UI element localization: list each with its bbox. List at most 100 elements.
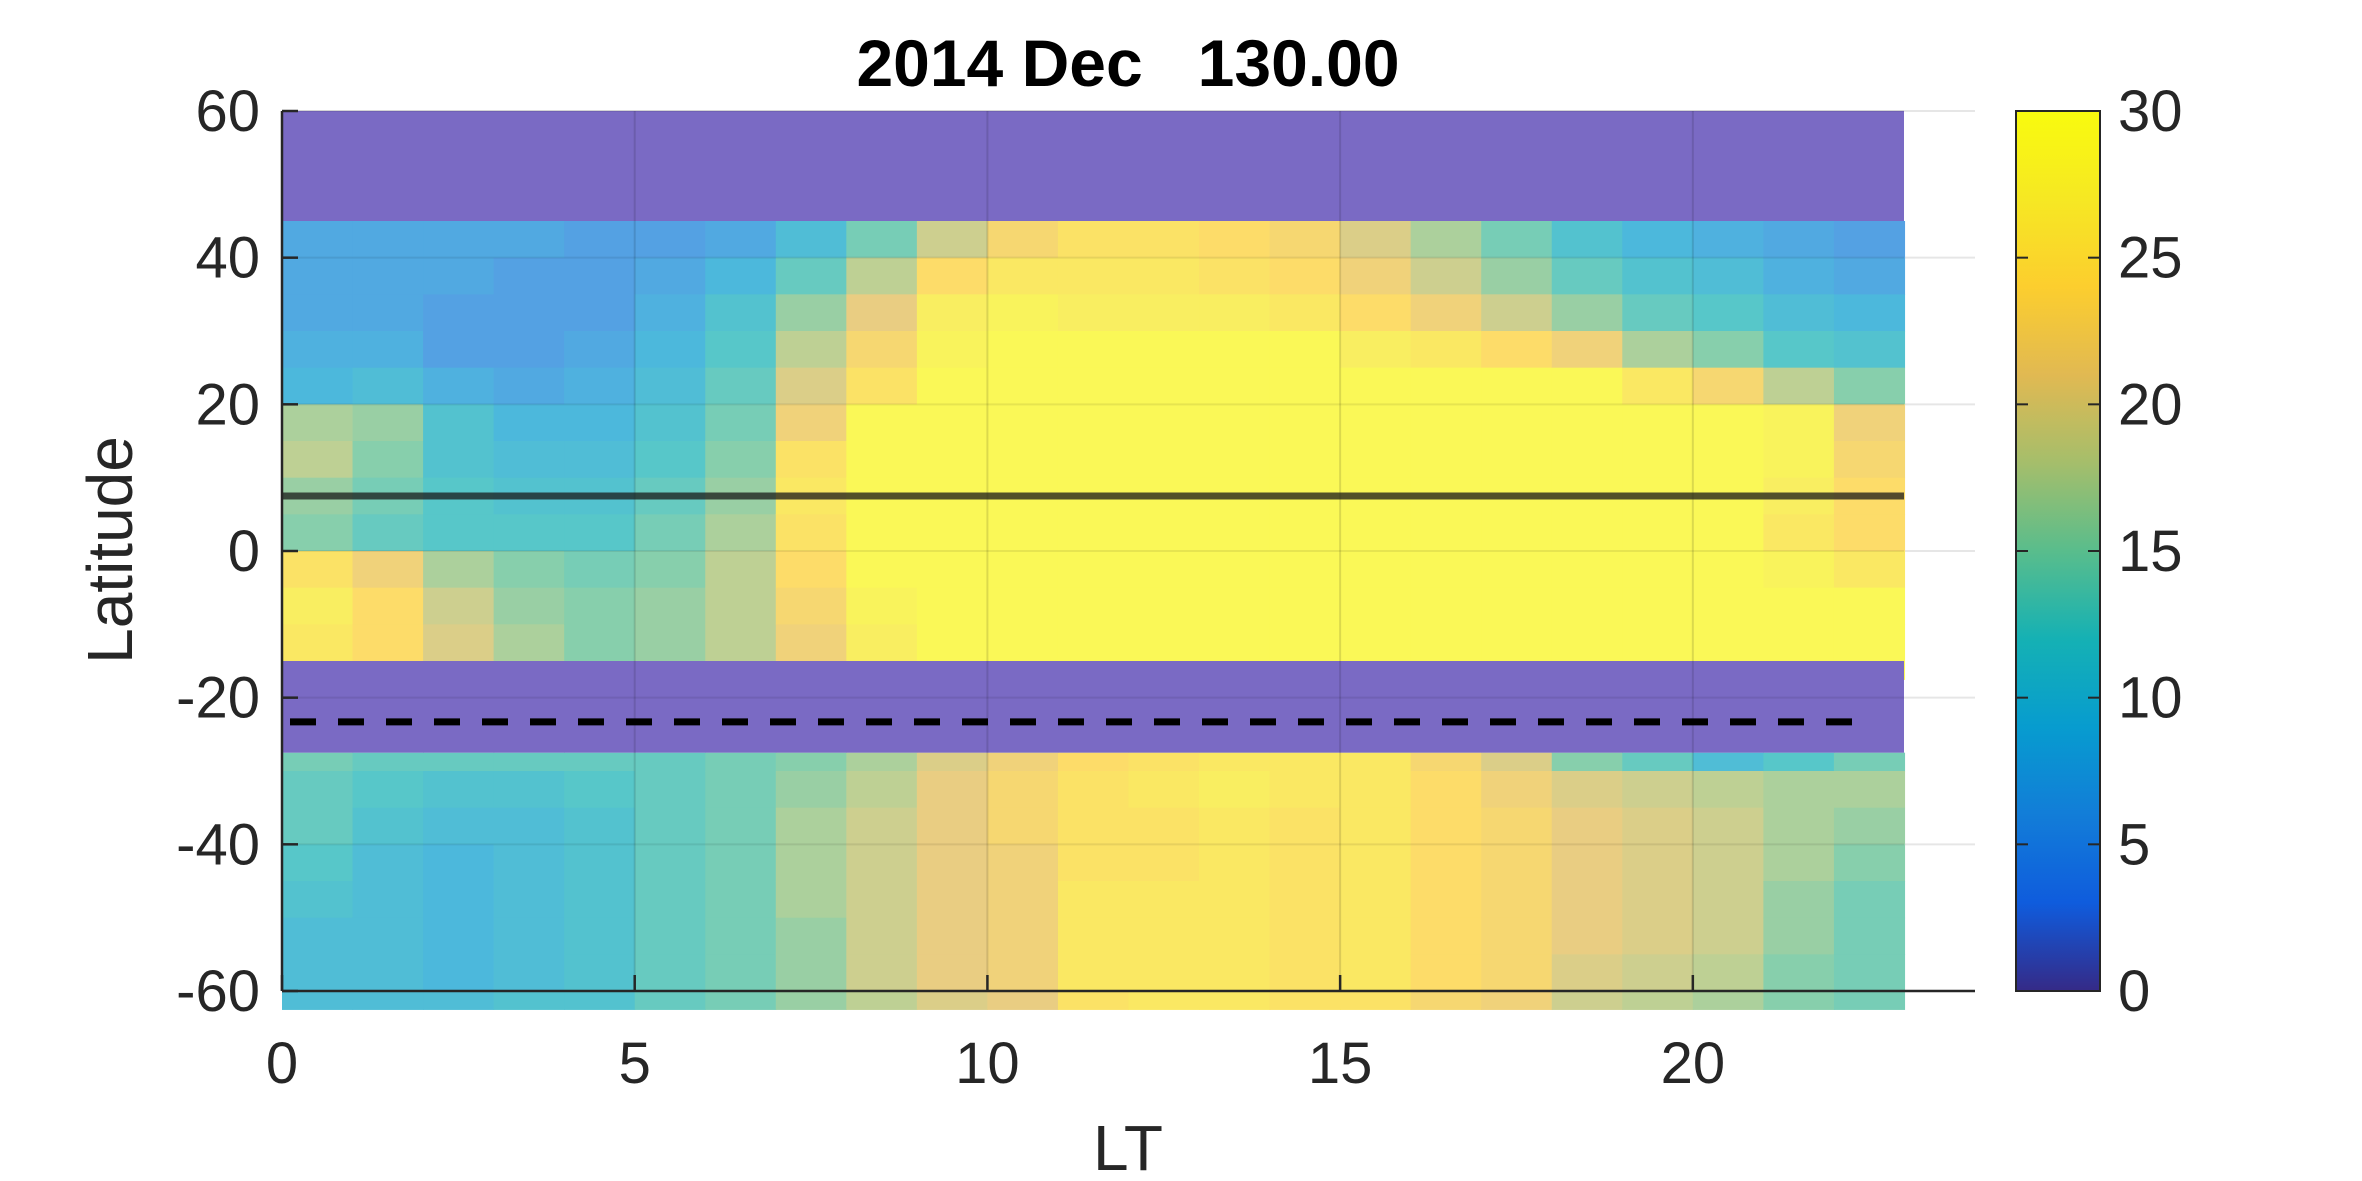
heatmap-cell [846, 991, 918, 1010]
heatmap-cell [1410, 844, 1482, 882]
heatmap-cell [423, 404, 495, 442]
heatmap-cell [846, 514, 918, 552]
heatmap-cell [282, 752, 354, 772]
heatmap-cell [564, 752, 636, 772]
heatmap-cell [1692, 294, 1764, 332]
heatmap-cell [1410, 807, 1482, 845]
heatmap-cell [705, 587, 777, 625]
heatmap-cell [1057, 624, 1130, 662]
heatmap-cell [1199, 991, 1271, 1010]
heatmap-cell [1833, 991, 1906, 1010]
heatmap-cell [846, 294, 918, 332]
heatmap-cell [1833, 441, 1906, 479]
heatmap-cell [1199, 954, 1271, 992]
heatmap-cell [1551, 221, 1623, 259]
heatmap-cell [1057, 514, 1130, 552]
heatmap-cell [1622, 881, 1694, 919]
heatmap-cell [352, 954, 424, 992]
colorbar-tick-label: 20 [2118, 372, 2183, 437]
heatmap-cell [846, 881, 918, 919]
heatmap-cell [987, 551, 1059, 589]
heatmap-cell [1481, 221, 1553, 259]
heatmap-cell [1340, 441, 1412, 479]
heatmap-cell [1622, 954, 1694, 992]
heatmap-cell [1340, 257, 1412, 295]
heatmap-cell [1199, 752, 1271, 772]
heatmap-cell [352, 881, 424, 919]
heatmap-cell [916, 551, 989, 589]
masked-band [282, 111, 1904, 221]
heatmap-cell [916, 587, 989, 625]
heatmap-cell [1340, 807, 1412, 845]
heatmap-cell [1622, 257, 1694, 295]
heatmap-cell [352, 807, 424, 845]
heatmap-cell [916, 221, 989, 259]
heatmap-cell [846, 367, 918, 405]
heatmap-cell [493, 954, 565, 992]
heatmap-cell [1199, 881, 1271, 919]
colorbar-gradient [2015, 110, 2101, 992]
heatmap-cell [1833, 221, 1906, 259]
heatmap-cell [775, 752, 847, 772]
heatmap-cell [1833, 752, 1906, 772]
heatmap-cell [1481, 771, 1553, 809]
heatmap-cell [1763, 624, 1835, 662]
heatmap-cell [1410, 991, 1482, 1010]
heatmap-cell [1128, 624, 1200, 662]
heatmap-cell [1692, 441, 1764, 479]
heatmap-cell [493, 752, 565, 772]
heatmap-cell [1622, 514, 1694, 552]
heatmap-cell [564, 441, 636, 479]
x-tick-label: 10 [955, 1031, 1020, 1096]
colorbar-tick-label: 10 [2118, 666, 2183, 731]
heatmap-cell [1692, 404, 1764, 442]
heatmap-cell [705, 807, 777, 845]
heatmap-cell [1269, 367, 1341, 405]
heatmap-cell [352, 257, 424, 295]
heatmap-cell [423, 624, 495, 662]
heatmap-cell [1622, 221, 1694, 259]
heatmap-cell [1410, 294, 1482, 332]
heatmap-cell [352, 551, 424, 589]
heatmap-cell [775, 404, 847, 442]
heatmap-cell [352, 221, 424, 259]
heatmap-cell [1622, 917, 1694, 955]
heatmap-cell [916, 367, 989, 405]
heatmap-cell [352, 844, 424, 882]
heatmap-cell [775, 221, 847, 259]
heatmap-cell [1622, 991, 1694, 1010]
heatmap-cell [1551, 441, 1623, 479]
heatmap-cell [1763, 917, 1835, 955]
heatmap-cell [1057, 367, 1130, 405]
heatmap-cell [987, 771, 1059, 809]
heatmap-cell [1551, 331, 1623, 369]
reference-lines [282, 492, 1904, 726]
heatmap-cell [1199, 844, 1271, 882]
heatmap-cell [1481, 752, 1553, 772]
heatmap-cell [846, 624, 918, 662]
heatmap-cell [634, 881, 706, 919]
heatmap-cell [634, 441, 706, 479]
heatmap-cell [1269, 954, 1341, 992]
heatmap-cell [282, 331, 354, 369]
heatmap-cell [1551, 954, 1623, 992]
heatmap-cell [705, 881, 777, 919]
heatmap-cell [846, 752, 918, 772]
heatmap-cell [1410, 514, 1482, 552]
heatmap-cell [987, 807, 1059, 845]
heatmap-cell [282, 771, 354, 809]
heatmap-cell [564, 807, 636, 845]
heatmap-cell [1763, 257, 1835, 295]
heatmap-cell [634, 752, 706, 772]
heatmap-cell [705, 954, 777, 992]
heatmap-cell [1622, 807, 1694, 845]
heatmap-cell [1763, 771, 1835, 809]
heatmap-cell [1128, 221, 1200, 259]
heatmap-cell [846, 221, 918, 259]
heatmap-cell [987, 331, 1059, 369]
heatmap-cell [634, 587, 706, 625]
heatmap-cell [423, 881, 495, 919]
heatmap-cell [634, 954, 706, 992]
heatmap-cell [705, 624, 777, 662]
heatmap-cell [1551, 807, 1623, 845]
